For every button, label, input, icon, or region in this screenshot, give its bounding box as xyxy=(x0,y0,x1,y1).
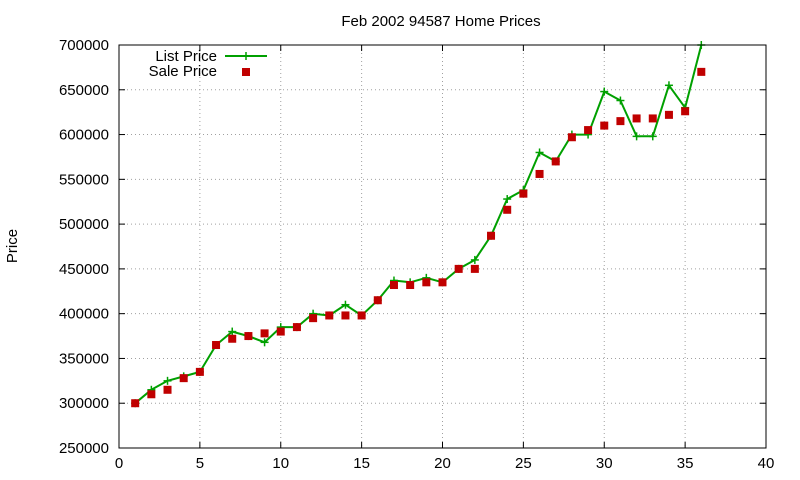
ticks: 250000 300000 350000 400000 450000 500000 5500… xyxy=(59,37,774,472)
legend-label-sale-price: Sale Price xyxy=(149,63,217,80)
list-price-point xyxy=(600,87,609,96)
sale-price-point xyxy=(584,126,593,135)
sale-price-point xyxy=(503,205,512,214)
list-price-point xyxy=(341,300,350,309)
y-tick-label: 300000 xyxy=(59,395,109,412)
x-tick-label: 20 xyxy=(434,455,451,472)
sale-price-point xyxy=(632,114,641,123)
sale-price-point xyxy=(131,399,140,408)
sale-price-point xyxy=(195,367,204,376)
series-layer xyxy=(131,41,706,408)
sale-price-point xyxy=(519,189,528,198)
sale-price-point xyxy=(163,385,172,394)
sale-price-point xyxy=(600,121,609,130)
x-tick-label: 5 xyxy=(196,455,204,472)
sale-price-point xyxy=(406,281,415,290)
list-price-point xyxy=(535,148,544,157)
sale-price-point xyxy=(179,374,188,383)
sale-price-point xyxy=(487,231,496,240)
list-price-point xyxy=(260,338,269,347)
sale-price-point xyxy=(664,110,673,119)
sale-price-point xyxy=(535,169,544,178)
y-tick-label: 550000 xyxy=(59,171,109,188)
y-axis-label: Price xyxy=(4,229,21,263)
y-tick-label: 650000 xyxy=(59,82,109,99)
list-price-point xyxy=(470,255,479,264)
sale-price-point xyxy=(325,311,334,320)
sale-price-point xyxy=(276,327,285,336)
grid xyxy=(119,45,766,448)
sale-price-point xyxy=(567,133,576,142)
y-tick-label: 400000 xyxy=(59,306,109,323)
sale-price-point xyxy=(147,390,156,399)
y-tick-label: 700000 xyxy=(59,37,109,54)
y-tick-label: 500000 xyxy=(59,216,109,233)
y-tick-label: 250000 xyxy=(59,440,109,457)
sale-price-point xyxy=(373,296,382,305)
plot-frame xyxy=(118,44,767,449)
list-price-point xyxy=(616,96,625,105)
x-tick-label: 40 xyxy=(758,455,775,472)
sale-price-point xyxy=(292,323,301,332)
sale-price-point xyxy=(341,311,350,320)
list-price-point xyxy=(228,327,237,336)
x-tick-label: 25 xyxy=(515,455,532,472)
legend-label-list-price: List Price xyxy=(155,48,217,65)
x-tick-label: 30 xyxy=(596,455,613,472)
list-price-line xyxy=(134,44,703,404)
chart-title: Feb 2002 94587 Home Prices xyxy=(341,13,540,30)
sale-price-point xyxy=(438,278,447,287)
sale-price-point xyxy=(470,264,479,273)
y-tick-label: 350000 xyxy=(59,350,109,367)
sale-price-point xyxy=(228,334,237,343)
sale-price-point xyxy=(616,117,625,126)
list-price-point xyxy=(163,376,172,385)
sale-price-point xyxy=(357,311,366,320)
x-tick-label: 10 xyxy=(272,455,289,472)
y-tick-label: 600000 xyxy=(59,127,109,144)
sale-price-point xyxy=(244,332,253,341)
sale-price-point xyxy=(681,107,690,116)
legend-swatch-sale-square xyxy=(242,68,250,76)
x-tick-label: 15 xyxy=(353,455,370,472)
y-tick-label: 450000 xyxy=(59,261,109,278)
x-tick-label: 0 xyxy=(115,455,123,472)
list-price-point xyxy=(632,132,641,141)
sale-price-point xyxy=(697,67,706,76)
list-price-point xyxy=(648,132,657,141)
sale-price-point xyxy=(551,157,560,166)
sale-price-point xyxy=(309,314,318,323)
sale-price-point xyxy=(260,329,269,338)
sale-price-point xyxy=(389,281,398,290)
list-price-point xyxy=(664,81,673,90)
list-price-point xyxy=(503,195,512,204)
sale-price-point xyxy=(422,278,431,287)
sale-price-point xyxy=(648,114,657,123)
sale-price-point xyxy=(212,341,221,350)
x-tick-label: 35 xyxy=(677,455,694,472)
sale-price-point xyxy=(454,264,463,273)
